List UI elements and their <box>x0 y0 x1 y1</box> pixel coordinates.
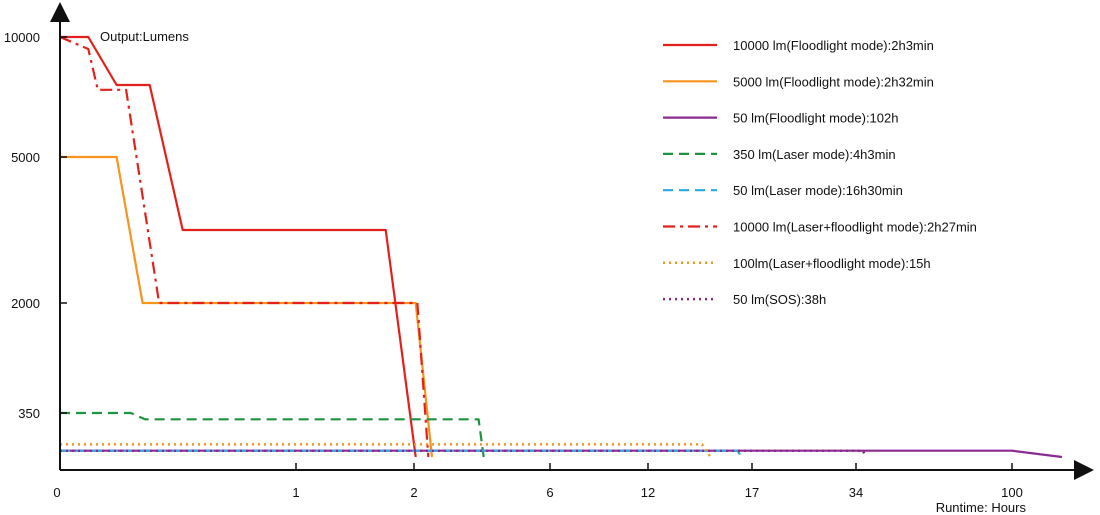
series-line-7 <box>60 443 712 458</box>
x-tick-label: 6 <box>546 485 553 500</box>
y-tick-label: 2000 <box>11 296 40 311</box>
x-tick-label: 100 <box>1001 485 1023 500</box>
x-tick-label: 34 <box>849 485 863 500</box>
x-axis-title: Runtime: Hours <box>936 500 1027 515</box>
legend-label-4: 350 lm(Laser mode):4h3min <box>733 147 896 162</box>
y-tick-label: 350 <box>18 406 40 421</box>
series-line-6 <box>59 35 430 458</box>
y-tick-label: 10000 <box>4 30 40 45</box>
y-axis-title: Output:Lumens <box>100 29 189 44</box>
x-tick-label: 17 <box>745 485 759 500</box>
x-tick-label: 0 <box>53 485 60 500</box>
legend-label-2: 5000 lm(Floodlight mode):2h32min <box>733 74 934 89</box>
series-line-8 <box>60 449 867 458</box>
legend-label-3: 50 lm(Floodlight mode):102h <box>733 111 898 126</box>
x-tick-label: 1 <box>292 485 299 500</box>
legend-label-6: 10000 lm(Laser+floodlight mode):2h27min <box>733 220 977 235</box>
series-line-1 <box>60 35 417 458</box>
y-tick-label: 5000 <box>11 150 40 165</box>
legend-label-1: 10000 lm(Floodlight mode):2h3min <box>733 38 934 53</box>
legend-label-5: 50 lm(Laser mode):16h30min <box>733 183 903 198</box>
x-tick-label: 2 <box>410 485 417 500</box>
series-line-3 <box>60 449 1063 459</box>
legend: 10000 lm(Floodlight mode):2h3min 5000 lm(… <box>663 38 977 307</box>
legend-label-7: 100lm(Laser+floodlight mode):15h <box>733 256 931 271</box>
x-tick-label: 12 <box>641 485 655 500</box>
series-lines <box>59 35 1063 459</box>
series-line-4 <box>60 411 485 458</box>
series-line-5 <box>60 449 743 458</box>
legend-label-8: 50 lm(SOS):38h <box>733 292 826 307</box>
